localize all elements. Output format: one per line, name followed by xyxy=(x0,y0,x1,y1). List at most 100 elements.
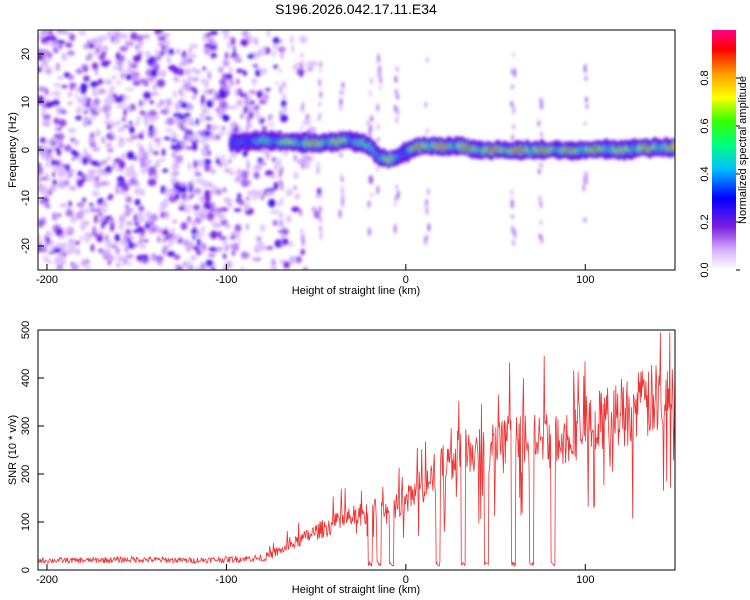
noise-blob xyxy=(90,206,94,213)
noise-blob xyxy=(234,59,243,63)
noise-streak xyxy=(300,52,304,58)
noise-blob xyxy=(82,120,89,125)
noise-blob xyxy=(94,106,104,113)
noise-blob xyxy=(184,261,193,269)
noise-blob xyxy=(162,43,170,53)
noise-blob xyxy=(129,125,135,134)
noise-blob xyxy=(160,109,168,115)
noise-blob xyxy=(245,196,250,201)
noise-blob xyxy=(98,248,104,253)
noise-blob xyxy=(247,124,254,128)
noise-blob xyxy=(134,156,137,161)
noise-blob xyxy=(49,35,57,42)
noise-blob xyxy=(243,70,247,76)
noise-blob xyxy=(122,96,130,101)
noise-blob xyxy=(170,227,176,235)
noise-blob xyxy=(45,204,51,209)
noise-blob xyxy=(65,164,70,173)
noise-blob xyxy=(272,37,280,44)
noise-blob xyxy=(107,219,115,224)
noise-blob xyxy=(173,187,182,191)
noise-blob xyxy=(46,233,54,237)
noise-blob xyxy=(240,170,249,179)
noise-blob xyxy=(126,151,135,160)
spectrogram-ridge xyxy=(228,130,675,169)
colorbar-tick-label: 0.8 xyxy=(699,70,711,85)
noise-streak xyxy=(582,183,585,192)
noise-blob xyxy=(185,146,194,150)
noise-blob xyxy=(256,236,262,242)
snr-panel: -200 -100 0 100 0 100 200 300 400 500 Height of … xyxy=(7,321,676,596)
noise-blob xyxy=(234,124,238,134)
noise-streak xyxy=(427,223,431,232)
noise-blob xyxy=(232,51,237,58)
noise-blob xyxy=(179,182,187,187)
noise-blob xyxy=(132,80,141,86)
noise-blob xyxy=(201,103,206,110)
noise-blob xyxy=(56,242,61,249)
noise-blob xyxy=(68,127,77,134)
noise-blob xyxy=(193,159,198,169)
colorbar: 0.0 0.2 0.4 0.6 0.8 Normalized spectral ampl… xyxy=(699,30,749,278)
noise-streak xyxy=(379,84,382,91)
noise-blob xyxy=(48,240,55,245)
x-tick-label: -200 xyxy=(36,574,58,586)
noise-blob xyxy=(60,85,68,89)
noise-blob xyxy=(293,65,297,70)
noise-blob xyxy=(264,170,274,177)
noise-blob xyxy=(88,116,97,121)
noise-blob xyxy=(152,151,159,155)
noise-blob xyxy=(114,98,124,103)
noise-blob xyxy=(138,99,143,108)
noise-blob xyxy=(104,60,112,64)
spectrogram-y-ticks: -20 -10 0 10 20 xyxy=(20,48,44,254)
noise-streak xyxy=(279,85,282,95)
noise-blob xyxy=(184,116,194,126)
noise-blob xyxy=(273,64,279,69)
noise-blob xyxy=(85,265,92,270)
noise-blob xyxy=(185,243,193,250)
noise-blob xyxy=(171,132,178,140)
noise-blob xyxy=(97,88,106,95)
noise-blob xyxy=(116,262,121,268)
noise-blob xyxy=(243,105,248,114)
noise-blob xyxy=(92,225,97,234)
noise-blob xyxy=(120,152,127,160)
noise-blob xyxy=(180,102,188,109)
noise-streak xyxy=(300,234,303,242)
noise-blob xyxy=(128,121,133,125)
noise-blob xyxy=(211,222,220,228)
noise-streak xyxy=(319,192,322,197)
noise-blob xyxy=(206,211,215,221)
noise-blob xyxy=(196,237,201,247)
noise-blob xyxy=(118,215,126,224)
noise-blob xyxy=(117,142,125,148)
noise-blob xyxy=(49,154,54,160)
noise-streak xyxy=(540,163,543,168)
noise-blob xyxy=(174,102,181,111)
noise-blob xyxy=(291,44,295,53)
noise-blob xyxy=(58,254,65,264)
noise-blob xyxy=(125,87,134,92)
noise-blob xyxy=(73,261,78,267)
noise-blob xyxy=(148,109,157,117)
noise-blob xyxy=(107,92,113,97)
noise-streak xyxy=(246,115,250,122)
noise-blob xyxy=(51,137,55,146)
noise-blob xyxy=(130,164,134,172)
spectrogram-y-label: Frequency (Hz) xyxy=(7,112,19,188)
noise-blob xyxy=(115,61,124,65)
noise-blob xyxy=(165,98,173,107)
noise-blob xyxy=(263,93,269,101)
noise-blob xyxy=(134,198,141,206)
noise-blob xyxy=(88,137,95,145)
y-tick-label: 100 xyxy=(20,513,32,531)
noise-blob xyxy=(262,246,267,251)
noise-blob xyxy=(43,244,47,254)
noise-blob xyxy=(58,119,67,127)
noise-blob xyxy=(48,30,54,37)
noise-blob xyxy=(316,166,321,175)
noise-blob xyxy=(175,265,183,270)
noise-blob xyxy=(132,243,139,248)
